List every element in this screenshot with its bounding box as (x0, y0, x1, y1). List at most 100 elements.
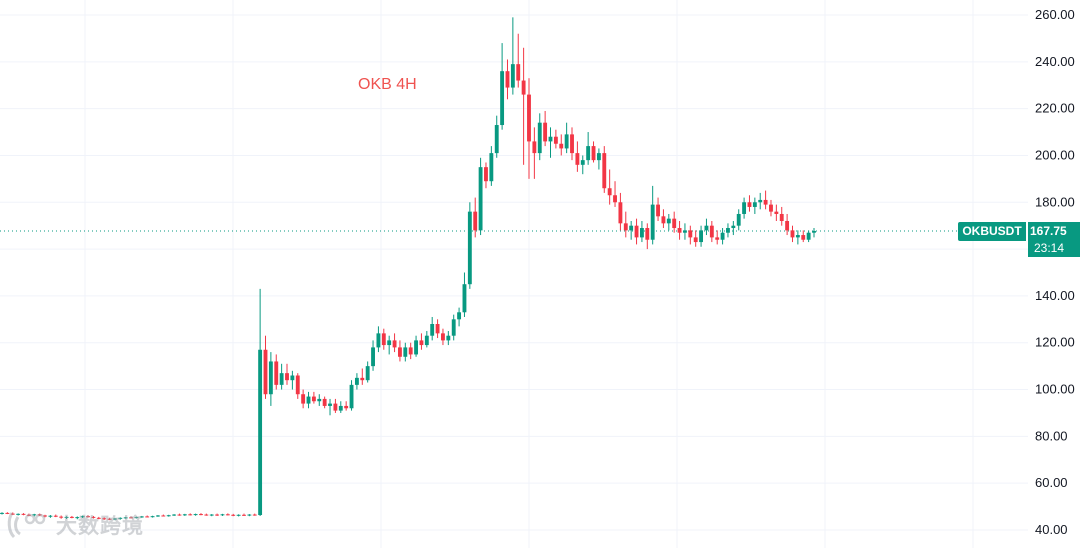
candle[interactable] (801, 230, 806, 243)
candle[interactable] (494, 115, 499, 158)
candle[interactable] (543, 110, 548, 147)
candle[interactable] (285, 363, 289, 385)
candle[interactable] (268, 352, 273, 406)
candle[interactable] (570, 127, 574, 161)
candle[interactable] (220, 513, 225, 516)
candle[interactable] (344, 401, 349, 411)
candle[interactable] (279, 363, 284, 390)
candle[interactable] (392, 333, 397, 353)
candle[interactable] (699, 225, 704, 247)
candle[interactable] (91, 515, 96, 519)
candle[interactable] (763, 190, 768, 210)
candle[interactable] (634, 218, 639, 245)
candle[interactable] (618, 192, 623, 231)
candle[interactable] (645, 223, 650, 250)
candle[interactable] (591, 141, 596, 163)
candle[interactable] (758, 192, 763, 210)
candle[interactable] (704, 218, 709, 236)
candle[interactable] (516, 33, 521, 88)
candle[interactable] (317, 394, 322, 406)
candle[interactable] (161, 514, 166, 517)
candle[interactable] (236, 514, 241, 517)
candle[interactable] (602, 146, 607, 193)
candle[interactable] (301, 389, 306, 409)
candle[interactable] (451, 314, 456, 341)
candle[interactable] (381, 328, 386, 350)
candle[interactable] (769, 199, 773, 217)
candle[interactable] (419, 333, 424, 350)
candle[interactable] (473, 197, 478, 238)
candle[interactable] (69, 515, 74, 519)
candle[interactable] (32, 513, 37, 517)
candle[interactable] (478, 157, 483, 236)
candle[interactable] (177, 513, 182, 516)
candle[interactable] (785, 213, 790, 236)
candle[interactable] (639, 221, 644, 243)
candle[interactable] (661, 209, 666, 229)
candle[interactable] (16, 513, 21, 516)
candle[interactable] (112, 518, 117, 521)
candle[interactable] (575, 141, 580, 172)
candle[interactable] (75, 516, 80, 520)
candle[interactable] (586, 132, 591, 165)
candle[interactable] (650, 185, 655, 245)
candle[interactable] (311, 391, 316, 404)
candle[interactable] (274, 354, 279, 390)
candle[interactable] (564, 122, 569, 154)
candle[interactable] (596, 148, 601, 170)
candle[interactable] (139, 515, 144, 518)
candle[interactable] (790, 225, 795, 243)
candle[interactable] (580, 155, 585, 175)
candle[interactable] (521, 47, 526, 165)
candle[interactable] (462, 272, 467, 317)
candle[interactable] (333, 398, 338, 413)
candle[interactable] (102, 517, 107, 520)
candle[interactable] (86, 515, 90, 518)
candle[interactable] (295, 373, 300, 399)
candle[interactable] (403, 342, 408, 362)
candle[interactable] (182, 513, 187, 516)
candle[interactable] (731, 221, 736, 236)
candle[interactable] (430, 316, 435, 341)
candle[interactable] (215, 513, 220, 516)
candle[interactable] (258, 288, 263, 516)
candle[interactable] (204, 513, 209, 516)
candle[interactable] (812, 228, 816, 238)
candle[interactable] (500, 43, 505, 130)
candle[interactable] (193, 513, 198, 516)
candle[interactable] (0, 512, 4, 515)
candle[interactable] (510, 17, 515, 95)
candle[interactable] (774, 204, 779, 221)
candle[interactable] (537, 113, 542, 161)
candle[interactable] (683, 223, 687, 240)
candle[interactable] (209, 514, 214, 517)
candle[interactable] (376, 326, 381, 353)
candle[interactable] (747, 195, 752, 212)
candle[interactable] (156, 515, 160, 517)
candle[interactable] (338, 401, 343, 413)
candle[interactable] (623, 211, 628, 238)
candle[interactable] (672, 211, 677, 233)
candle[interactable] (779, 206, 784, 226)
candle[interactable] (693, 230, 698, 247)
candle[interactable] (467, 202, 472, 289)
candle[interactable] (397, 340, 402, 362)
candle[interactable] (37, 513, 42, 516)
candle[interactable] (123, 516, 128, 519)
candle[interactable] (5, 512, 10, 515)
candle[interactable] (666, 213, 671, 231)
candle[interactable] (742, 197, 747, 219)
candle[interactable] (263, 335, 268, 399)
candle[interactable] (188, 513, 193, 516)
candle[interactable] (553, 129, 558, 149)
candle[interactable] (21, 513, 26, 516)
candle[interactable] (64, 516, 69, 519)
candle[interactable] (48, 515, 53, 518)
candle[interactable] (457, 307, 462, 327)
candle[interactable] (349, 380, 354, 411)
candle[interactable] (118, 517, 123, 520)
candle[interactable] (629, 221, 634, 240)
candle[interactable] (306, 391, 311, 409)
candle[interactable] (736, 209, 741, 231)
